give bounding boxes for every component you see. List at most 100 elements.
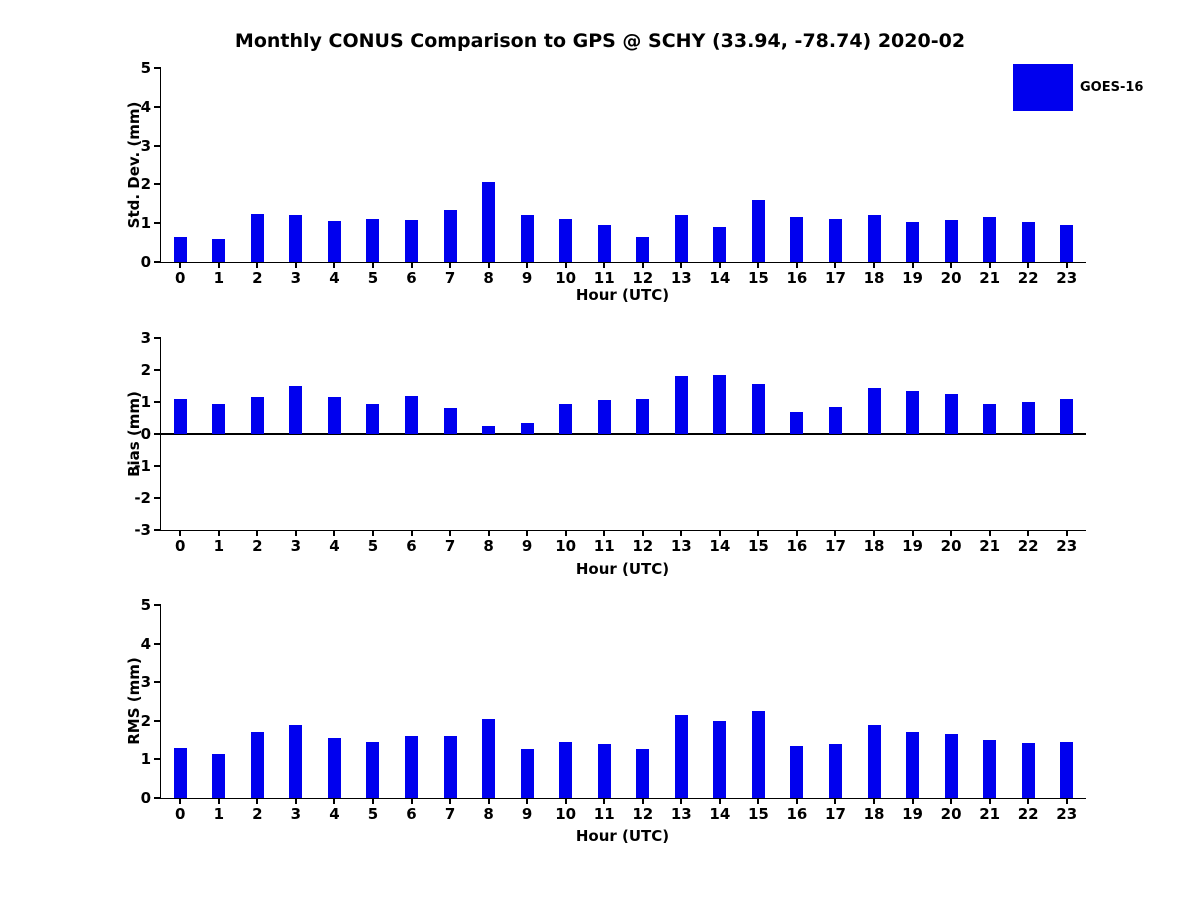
ytick-label: 3 — [140, 673, 151, 692]
xtick-label: 1 — [213, 537, 225, 555]
xtick-label: 9 — [521, 537, 533, 555]
ytick-label: 2 — [140, 711, 151, 730]
xtick-mark — [1027, 530, 1030, 536]
xtick-mark — [873, 262, 876, 268]
bar-hour-18 — [867, 215, 881, 262]
legend-label-goes16: GOES-16 — [1080, 80, 1144, 95]
bar-hour-21 — [983, 740, 997, 798]
xtick-label: 19 — [902, 537, 923, 555]
xtick-mark — [256, 530, 259, 536]
xtick-mark — [1065, 798, 1068, 804]
bar-hour-8 — [482, 426, 496, 434]
ytick-label: -3 — [134, 521, 151, 539]
xtick-mark — [1065, 530, 1068, 536]
xtick-label: 16 — [786, 269, 808, 287]
bar-hour-4 — [327, 738, 341, 798]
bar-hour-1 — [212, 238, 226, 262]
xtick-mark — [680, 262, 683, 268]
xtick-label: 7 — [444, 537, 456, 555]
xtick-label: 12 — [632, 805, 654, 823]
xtick-mark — [371, 530, 374, 536]
xtick-label: 18 — [863, 269, 885, 287]
xtick-label: 20 — [940, 537, 962, 555]
bar-hour-13 — [674, 715, 688, 798]
bar-hour-22 — [1021, 222, 1035, 262]
ytick-mark — [154, 497, 161, 499]
bar-hour-16 — [790, 745, 804, 798]
xtick-label: 4 — [329, 805, 340, 823]
xtick-mark — [834, 530, 837, 536]
xtick-mark — [873, 530, 876, 536]
rms-plot: 0 1 2 3 4 5 0 1 2 3 4 5 6 7 8 9 10 11 12 13 14 15 16 17 18 19 20 21… — [141, 596, 1086, 823]
xtick-label: 18 — [863, 537, 885, 555]
ytick-label: 4 — [140, 97, 151, 116]
bar-hour-5 — [366, 742, 380, 798]
xtick-mark — [641, 798, 644, 804]
xtick-label: 21 — [979, 537, 1001, 555]
ytick-label: 5 — [140, 596, 151, 614]
xtick-mark — [911, 798, 914, 804]
bar-hour-23 — [1060, 742, 1074, 798]
bar-hour-18 — [867, 387, 881, 434]
xtick-mark — [873, 798, 876, 804]
xtick-label: 11 — [593, 805, 615, 823]
bar-hour-13 — [674, 376, 688, 434]
xtick-label: 8 — [483, 805, 494, 823]
xtick-label: 2 — [252, 805, 263, 823]
xtick-label: 0 — [175, 269, 186, 287]
ytick-mark — [154, 337, 161, 339]
xtick-mark — [641, 262, 644, 268]
bar-hour-13 — [674, 215, 688, 262]
xtick-label: 14 — [709, 537, 731, 555]
bar-hour-2 — [250, 397, 264, 434]
bar-hour-20 — [944, 220, 958, 262]
bar-hour-15 — [751, 199, 765, 262]
xtick-mark — [680, 798, 683, 804]
xtick-mark — [1027, 798, 1030, 804]
xtick-mark — [911, 530, 914, 536]
bar-hour-6 — [405, 736, 419, 798]
xtick-mark — [410, 262, 413, 268]
ytick-mark — [154, 67, 161, 69]
ytick-mark — [154, 719, 161, 722]
bar-hour-16 — [790, 411, 804, 434]
xtick-mark — [526, 530, 529, 536]
bias-plot: -3 -2 -1 0 1 2 3 0 1 2 3 4 5 6 7 8 9 10 11 12 13 14 15 16 17 18 19… — [134, 329, 1086, 555]
rms-ylabel: RMS (mm) — [125, 657, 143, 745]
ytick-mark — [154, 681, 161, 684]
xtick-label: 12 — [632, 537, 654, 555]
bar-hour-9 — [520, 748, 534, 798]
xtick-label: 16 — [786, 537, 808, 555]
ytick-label: -1 — [134, 457, 151, 475]
xtick-label: 6 — [406, 537, 417, 555]
xtick-label: 22 — [1017, 805, 1039, 823]
ytick-label: 5 — [140, 59, 151, 77]
bar-hour-8 — [482, 182, 496, 262]
legend-swatch-goes16 — [1013, 64, 1073, 111]
xtick-label: 3 — [290, 805, 302, 823]
xtick-label: 20 — [940, 269, 962, 287]
bar-hour-11 — [597, 225, 611, 262]
ytick-label: 0 — [140, 425, 151, 443]
bar-hour-11 — [597, 743, 611, 798]
xtick-mark — [449, 262, 452, 268]
xtick-label: 9 — [521, 805, 533, 823]
rms-xlabel: Hour (UTC) — [575, 827, 670, 845]
bar-hour-14 — [713, 227, 727, 262]
bar-hour-17 — [828, 743, 842, 798]
xtick-label: 3 — [290, 269, 302, 287]
xtick-label: 17 — [825, 805, 846, 823]
xtick-label: 1 — [213, 805, 225, 823]
bar-hour-20 — [944, 734, 958, 798]
ytick-mark — [154, 369, 161, 371]
bar-hour-5 — [366, 403, 380, 434]
bar-hour-14 — [713, 720, 727, 798]
bar-hour-11 — [597, 400, 611, 434]
bar-hour-3 — [289, 215, 303, 262]
bar-hour-7 — [443, 408, 457, 434]
bar-hour-10 — [559, 403, 573, 434]
xtick-label: 23 — [1056, 269, 1078, 287]
zero-axis-line — [161, 433, 1086, 435]
xtick-mark — [487, 798, 490, 804]
